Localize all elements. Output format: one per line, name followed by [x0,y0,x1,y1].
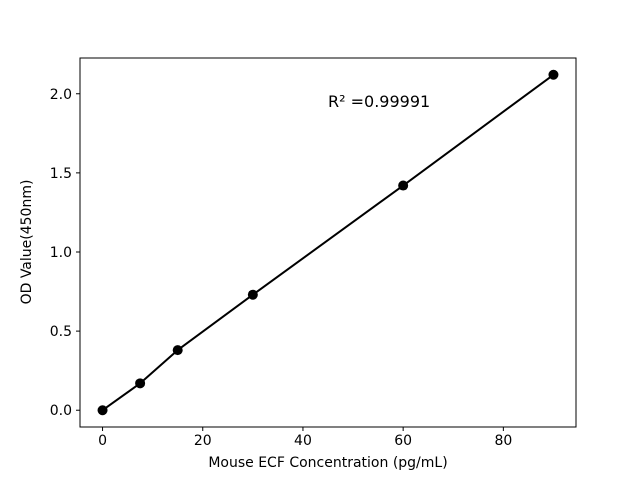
y-tick-label: 1.0 [50,245,72,261]
r-squared-annotation: R² =0.99991 [328,92,431,111]
fit-line [101,73,555,412]
y-axis-label: OD Value(450nm) [19,179,35,305]
data-point [247,289,258,300]
axes-border [79,57,577,428]
x-axis-label: Mouse ECF Concentration (pg/mL) [208,455,448,471]
y-tick-label: 2.0 [50,87,72,103]
data-point [135,378,146,389]
data-point [97,405,108,416]
data-point [548,69,559,80]
y-tick-label: 0.5 [50,324,72,340]
y-tick-label: 0.0 [50,403,72,419]
x-tick-label: 20 [194,433,212,449]
x-tick-label: 0 [98,433,107,449]
x-tick-label: 40 [294,433,312,449]
x-tick-label: 80 [494,433,512,449]
data-point [398,180,409,191]
x-tick-label: 60 [394,433,412,449]
data-point [172,345,183,356]
y-tick-label: 1.5 [50,166,72,182]
